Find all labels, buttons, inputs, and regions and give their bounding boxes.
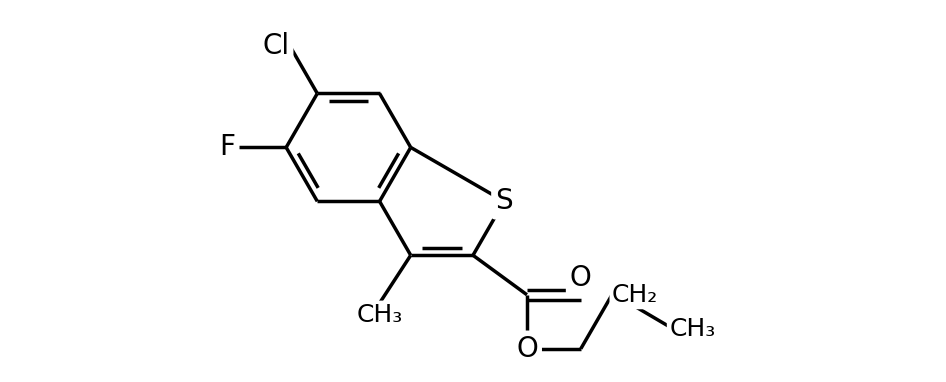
Text: CH₃: CH₃ <box>670 317 715 341</box>
Text: CH₂: CH₂ <box>612 283 658 307</box>
Text: F: F <box>219 133 236 162</box>
Text: O: O <box>517 335 538 363</box>
Text: O: O <box>570 264 592 291</box>
Text: S: S <box>496 187 513 215</box>
Text: CH₃: CH₃ <box>357 303 403 327</box>
Text: Cl: Cl <box>262 32 289 60</box>
